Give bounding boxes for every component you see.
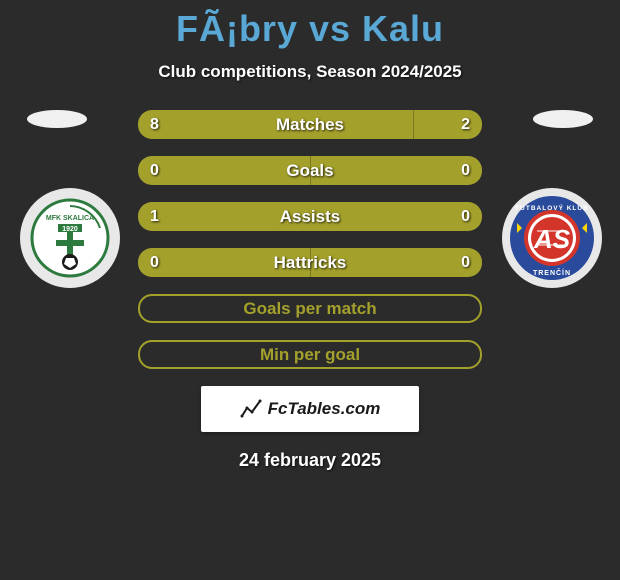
stat-rows: 82Matches 00Goals 10Assists 00Hattricks Goal… — [138, 110, 482, 369]
stat-label: Goals — [138, 156, 482, 185]
stat-label: Hattricks — [138, 248, 482, 277]
svg-text:TRENČÍN: TRENČÍN — [533, 268, 571, 277]
skalica-crest-icon: MFK SKALICA 1920 — [30, 198, 110, 278]
stat-label: Matches — [138, 110, 482, 139]
stat-row: 10Assists — [138, 202, 482, 231]
stat-label: Goals per match — [140, 296, 480, 321]
player-left-silhouette — [2, 110, 112, 128]
subtitle: Club competitions, Season 2024/2025 — [0, 62, 620, 82]
team-right-badge: FUTBALOVÝ KLUB AS TRENČÍN — [502, 188, 602, 288]
stat-row: 00Hattricks — [138, 248, 482, 277]
player-left-head — [27, 110, 87, 128]
stat-row: Min per goal — [138, 340, 482, 369]
team-left-badge: MFK SKALICA 1920 — [20, 188, 120, 288]
svg-text:1920: 1920 — [62, 226, 78, 233]
page-title: FÃ¡bry vs Kalu — [0, 0, 620, 50]
player-right-silhouette — [508, 110, 618, 128]
player-right-head — [533, 110, 593, 128]
stat-label: Assists — [138, 202, 482, 231]
branding-badge: FcTables.com — [201, 386, 419, 432]
comparison-panel: MFK SKALICA 1920 FUTBALOVÝ KLUB AS TRENČ… — [0, 110, 620, 369]
svg-text:MFK SKALICA: MFK SKALICA — [46, 215, 94, 222]
svg-text:AS: AS — [533, 224, 571, 254]
stat-row: 82Matches — [138, 110, 482, 139]
branding-text: FcTables.com — [268, 399, 381, 419]
stat-label: Min per goal — [140, 342, 480, 367]
stat-row: 00Goals — [138, 156, 482, 185]
stat-row: Goals per match — [138, 294, 482, 323]
trencin-crest-icon: FUTBALOVÝ KLUB AS TRENČÍN — [507, 193, 597, 283]
fctables-logo-icon — [240, 398, 262, 420]
date-text: 24 february 2025 — [0, 450, 620, 471]
